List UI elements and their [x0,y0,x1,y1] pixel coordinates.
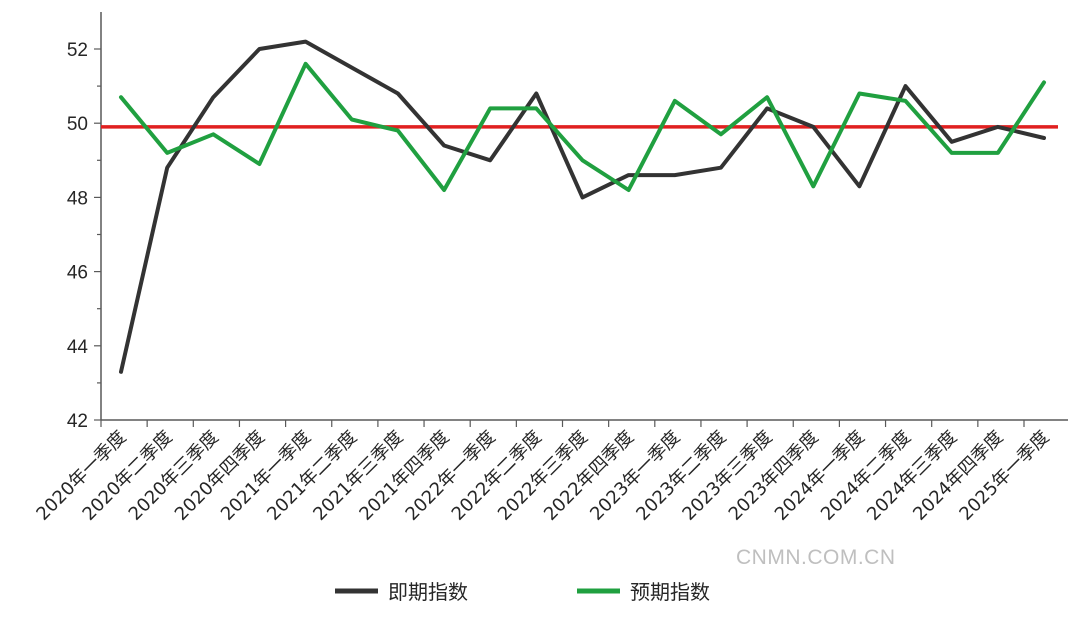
data-point [674,174,676,176]
data-point [720,167,722,169]
data-point [166,167,168,169]
x-tick-labels: 2020年一季度2020年二季度2020年三季度2020年四季度2021年一季度… [32,427,1053,525]
data-point [951,152,953,154]
data-point [1043,137,1045,139]
data-point [258,163,260,165]
data-point [212,96,214,98]
data-point [1043,81,1045,83]
data-point [351,118,353,120]
data-point [997,152,999,154]
data-point [674,100,676,102]
watermark: CNMN.COM.CN [736,546,895,569]
data-point [305,63,307,65]
series-layer [119,39,1046,374]
data-point [812,185,814,187]
axes: 42 44 46 48 50 52 [67,12,1068,432]
data-point [997,126,999,128]
data-point [766,96,768,98]
data-point [397,130,399,132]
y-tick-label: 48 [67,188,88,209]
data-point [951,141,953,143]
data-point [489,159,491,161]
series-line-1 [119,39,1046,374]
data-point [489,107,491,109]
data-point [120,96,122,98]
data-point [905,85,907,87]
data-point [120,371,122,373]
data-point [812,126,814,128]
data-point [720,133,722,135]
data-point [166,152,168,154]
data-point [582,196,583,198]
data-point [858,93,860,95]
data-point [258,48,260,50]
data-point [443,189,445,191]
data-point [905,100,907,102]
data-point [582,159,583,161]
y-tick-label: 46 [67,263,88,284]
y-tick-label: 44 [67,337,89,358]
data-point [305,41,307,43]
data-point [766,107,768,109]
data-point [535,93,537,95]
data-point [628,189,630,191]
data-point [443,144,445,146]
data-point [397,93,399,95]
legend-label-series-2: 预期指数 [630,580,710,604]
y-tick-label: 50 [67,114,88,135]
data-point [628,174,630,176]
data-point [351,67,353,69]
y-tick-label: 52 [67,40,88,61]
data-point [535,107,537,109]
data-point [858,185,860,187]
legend: 即期指数 预期指数 [335,580,710,604]
data-point [212,133,214,135]
y-tick-label: 42 [67,411,88,432]
legend-label-series-1: 即期指数 [388,580,468,604]
